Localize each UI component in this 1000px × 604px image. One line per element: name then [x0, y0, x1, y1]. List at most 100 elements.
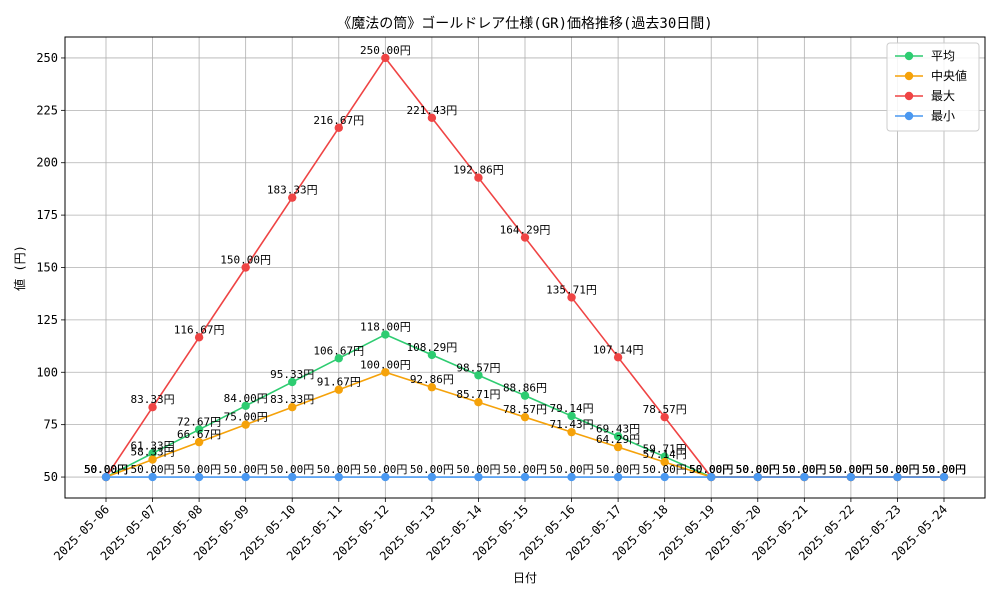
data-point: [613, 442, 623, 452]
data-label: 50.00円: [875, 463, 919, 476]
y-tick-label: 225: [36, 103, 58, 117]
data-label: 216.67円: [313, 114, 364, 127]
y-tick-label: 50: [44, 470, 58, 484]
data-label: 83.33円: [270, 393, 314, 406]
data-label: 50.00円: [456, 463, 500, 476]
data-label: 106.67円: [313, 344, 364, 357]
data-label: 98.57円: [456, 361, 500, 374]
data-point: [427, 113, 437, 123]
plot-frame: [64, 36, 986, 499]
series-中央値: 50.00円58.33円66.67円75.00円83.33円91.67円100.…: [84, 358, 966, 482]
data-point: [101, 472, 111, 482]
legend-swatch-marker: [904, 51, 914, 61]
data-point: [613, 353, 623, 362]
data-point: [241, 401, 250, 410]
data-point: [520, 233, 530, 242]
data-point: [660, 472, 669, 482]
data-point: [241, 420, 250, 429]
data-point: [381, 53, 390, 63]
data-label: 92.86円: [410, 373, 454, 386]
data-label: 91.67円: [317, 376, 361, 389]
data-label: 50.00円: [829, 463, 873, 476]
data-label: 250.00円: [360, 44, 411, 57]
data-label: 50.00円: [736, 463, 780, 476]
data-point: [288, 472, 297, 482]
data-label: 58.33円: [130, 446, 174, 459]
data-label: 100.00円: [360, 358, 411, 371]
data-label: 50.00円: [317, 463, 361, 476]
data-point: [474, 371, 483, 380]
data-label: 50.00円: [829, 463, 873, 476]
data-label: 50.00円: [270, 463, 314, 476]
data-point: [334, 123, 343, 132]
data-point: [520, 391, 530, 400]
data-label: 50.00円: [177, 463, 221, 476]
legend-box: [886, 42, 980, 132]
data-point: [567, 472, 576, 482]
data-point: [707, 472, 716, 482]
data-label: 50.00円: [922, 463, 966, 476]
y-tick-label: 200: [36, 156, 58, 170]
data-label: 50.00円: [922, 463, 966, 476]
data-label: 50.00円: [829, 463, 873, 476]
data-label: 64.29円: [596, 433, 640, 446]
data-label: 221.43円: [407, 104, 458, 117]
data-label: 50.00円: [643, 463, 687, 476]
data-point: [939, 472, 949, 482]
data-point: [893, 472, 902, 482]
data-label: 50.00円: [84, 463, 128, 476]
data-point: [288, 377, 297, 387]
data-label: 78.57円: [503, 403, 547, 416]
data-label: 164.29円: [500, 224, 551, 237]
data-label: 50.00円: [84, 463, 128, 476]
data-label: 88.86円: [503, 382, 547, 395]
data-label: 50.00円: [829, 463, 873, 476]
data-point: [148, 455, 157, 464]
data-label: 50.00円: [875, 463, 919, 476]
data-point: [846, 472, 856, 482]
data-label: 192.86円: [453, 164, 504, 177]
data-point: [427, 350, 437, 360]
data-point: [567, 411, 576, 421]
data-label: 84.00円: [224, 392, 268, 405]
data-point: [613, 472, 623, 482]
data-point: [148, 449, 157, 458]
data-point: [567, 427, 576, 437]
data-point: [194, 333, 204, 342]
data-label: 50.00円: [922, 463, 966, 476]
data-label: 108.29円: [407, 341, 458, 354]
data-label: 50.00円: [410, 463, 454, 476]
legend-swatch-marker: [904, 111, 914, 121]
data-label: 79.14円: [549, 402, 593, 415]
data-label: 50.00円: [363, 463, 407, 476]
legend-label: 中央値: [931, 68, 967, 83]
series-最小: 50.00円 50.00円 50.00円 50.00円 50.00円 50.00円 50.0…: [84, 463, 966, 482]
data-point: [148, 472, 157, 482]
data-point: [288, 193, 297, 202]
data-label: 71.43円: [549, 418, 593, 431]
data-label: 57.14円: [643, 448, 687, 461]
data-point: [334, 472, 343, 482]
y-axis-title: 値 (円): [12, 245, 27, 291]
y-tick-label: 75: [44, 418, 58, 432]
data-point: [427, 383, 437, 392]
data-label: 50.00円: [736, 463, 780, 476]
data-label: 72.67円: [177, 416, 221, 429]
data-label: 150.00円: [220, 254, 271, 267]
data-point: [660, 412, 669, 422]
data-label: 50.00円: [689, 463, 733, 476]
y-tick-label: 175: [36, 208, 58, 222]
data-label: 69.43円: [596, 422, 640, 435]
data-point: [194, 472, 204, 482]
data-label: 50.00円: [689, 463, 733, 476]
data-label: 83.33円: [130, 393, 174, 406]
data-label: 95.33円: [270, 368, 314, 381]
data-point: [800, 472, 809, 482]
data-label: 50.00円: [782, 463, 826, 476]
data-point: [381, 472, 390, 482]
data-point: [194, 425, 204, 434]
data-point: [241, 263, 250, 272]
data-point: [334, 385, 343, 394]
